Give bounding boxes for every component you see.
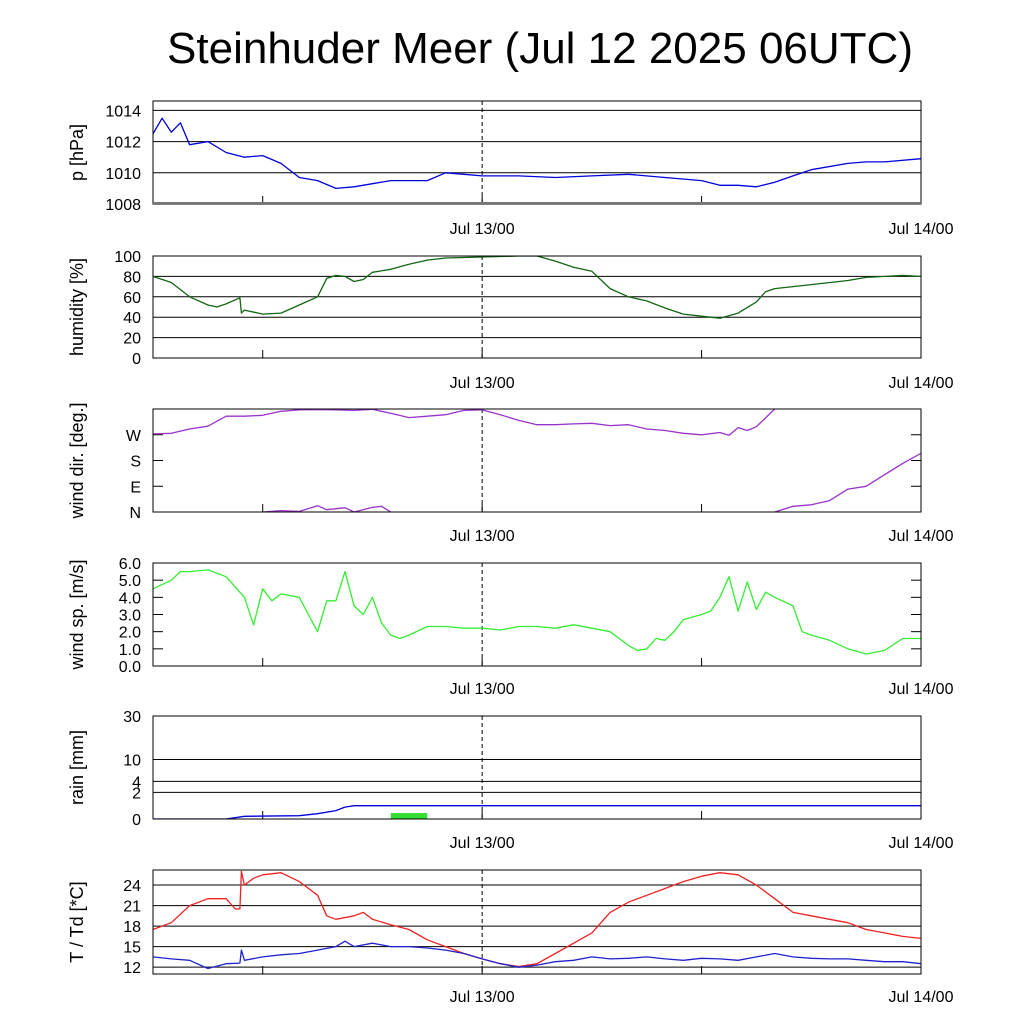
pressure-series-line-0 [153,117,921,190]
wind_speed-ylabel: wind sp. [m/s] [67,559,87,670]
rain-ytick-label: 4 [132,774,141,791]
temperature-series-line-0 [153,870,921,968]
humidity-xtick-label: Jul 14/00 [889,375,954,392]
rain-xtick-label: Jul 13/00 [450,835,515,852]
pressure-xtick-label: Jul 14/00 [889,221,954,238]
wind_speed-xtick-label: Jul 14/00 [889,681,954,698]
rain-ytick-label: 0 [132,812,141,829]
wind_dir-xtick-label: Jul 14/00 [889,528,954,545]
humidity-ytick-label: 60 [123,290,141,307]
wind_dir-series-line-0 [153,409,776,436]
wind_speed-frame [152,562,922,667]
pressure-ytick-label: 1008 [105,197,141,214]
wind_speed-ytick-label: 4.0 [119,590,141,607]
wind_dir-series-line-2 [774,452,921,512]
temperature-xtick-label: Jul 13/00 [450,989,515,1006]
wind_dir-ytick-label: N [129,505,141,522]
wind_speed-series-line-0 [153,569,921,655]
temperature-panel: 12 15 18 21 24 T / Td [*C] Jul 13/00 Jul 14/00 [67,869,954,1006]
rain-ylabel: rain [mm] [67,730,87,805]
humidity-panel: 0 20 40 60 80 100 humidity [%] Jul 13/00 Jul 14/… [67,249,954,392]
wind_dir-ytick-label: W [126,428,142,445]
humidity-ytick-label: 100 [114,249,141,266]
rain-frame [152,715,922,820]
temperature-frame [152,869,922,975]
pressure-ytick-label: 1010 [105,166,141,183]
wind_speed-xtick-label: Jul 13/00 [450,681,515,698]
temperature-ytick-label: 18 [123,919,141,936]
wind_dir-series-line-1 [262,505,392,512]
humidity-ytick-label: 40 [123,310,141,327]
temperature-series-line-1 [153,940,921,970]
humidity-ylabel: humidity [%] [67,258,87,356]
temperature-ytick-label: 12 [123,960,141,977]
pressure-frame [152,100,922,205]
pressure-panel: 1008 1010 1012 1014 p [hPa] Jul 13/00 Jul 14/0… [67,100,954,238]
chart-title: Steinhuder Meer (Jul 12 2025 06UTC) [167,24,913,73]
wind_dir-frame [152,408,922,513]
rain-ytick-label: 2 [132,785,141,802]
humidity-ytick-label: 20 [123,331,141,348]
wind_speed-ytick-label: 2.0 [119,625,141,642]
wind_dir-ytick-label: S [130,454,141,471]
humidity-series-line-0 [153,256,921,319]
rain-ytick-label: 30 [123,709,141,726]
humidity-ytick-label: 80 [123,269,141,286]
temperature-ytick-label: 21 [123,899,141,916]
wind_speed-ytick-label: 3.0 [119,608,141,625]
wind_dir-ytick-label: E [130,479,141,496]
wind_speed-ytick-label: 1.0 [119,642,141,659]
humidity-frame [152,255,922,359]
wind_speed-panel: 0.01.02.03.04.05.06.0 wind sp. [m/s] Jul 1… [67,556,954,698]
rain-series-line-0 [153,805,921,819]
wind_dir-ylabel: wind dir. [deg.] [67,402,87,519]
temperature-ytick-label: 24 [123,878,141,895]
pressure-ytick-label: 1014 [105,103,141,120]
temperature-xtick-label: Jul 14/00 [889,989,954,1006]
humidity-xtick-label: Jul 13/00 [450,375,515,392]
wind_speed-ytick-label: 5.0 [119,573,141,590]
humidity-ytick-label: 0 [132,351,141,368]
rain-panel: 0 24 10 30 rain [mm] Jul 13/00 Jul 14/00 [67,709,954,852]
pressure-ytick-label: 1012 [105,135,141,152]
rain-bar [390,813,428,819]
rain-ytick-label: 10 [123,753,141,770]
temperature-ytick-label: 15 [123,940,141,957]
wind_speed-ytick-label: 6.0 [119,556,141,573]
wind_dir-xtick-label: Jul 13/00 [450,528,515,545]
pressure-ylabel: p [hPa] [67,124,87,181]
temperature-ylabel: T / Td [*C] [67,881,87,962]
pressure-xtick-label: Jul 13/00 [450,221,515,238]
wind_speed-ytick-label: 0.0 [119,659,141,676]
rain-xtick-label: Jul 14/00 [889,835,954,852]
